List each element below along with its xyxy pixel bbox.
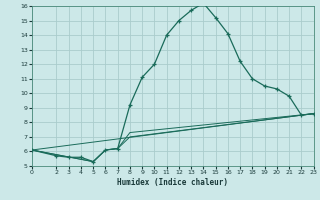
X-axis label: Humidex (Indice chaleur): Humidex (Indice chaleur) bbox=[117, 178, 228, 187]
